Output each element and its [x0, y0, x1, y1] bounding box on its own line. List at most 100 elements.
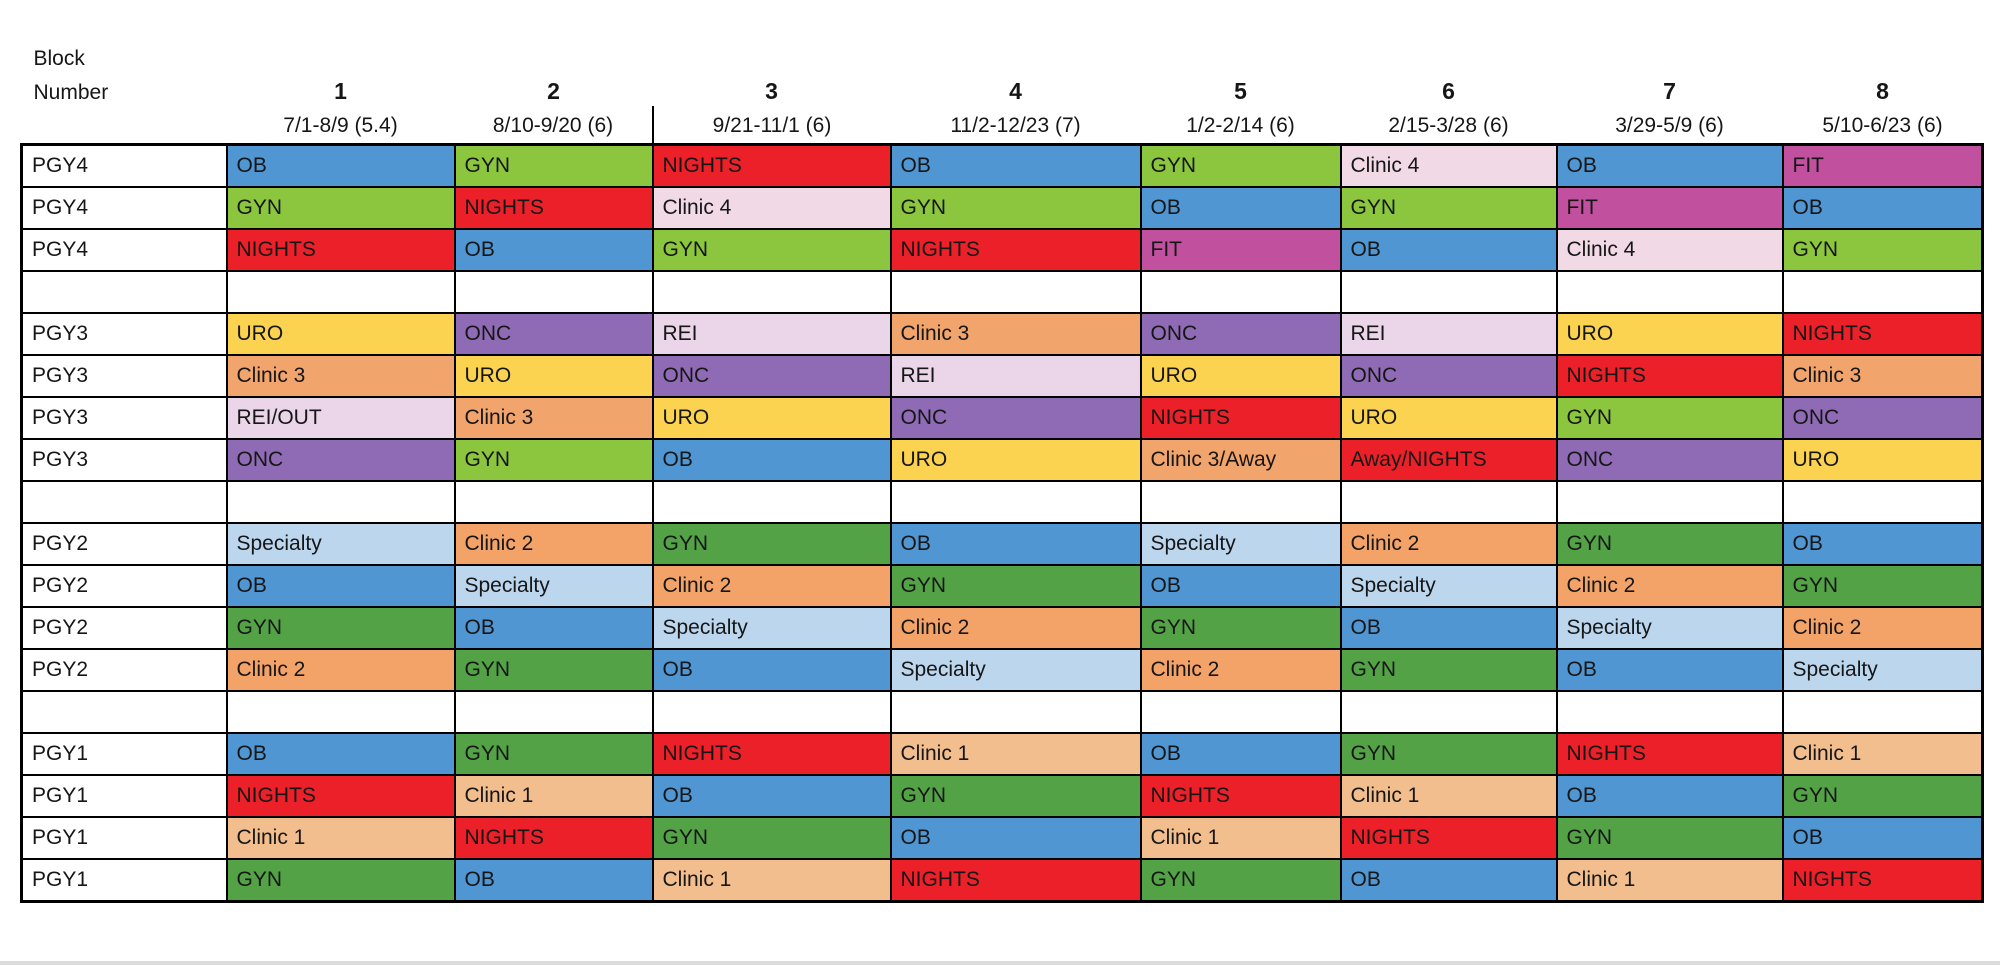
rotation-cell: Specialty [453, 563, 654, 608]
rotation-cell: ONC [1781, 395, 1984, 440]
rotation-cell: NIGHTS [1339, 815, 1558, 860]
rotation-cell: NIGHTS [225, 227, 456, 272]
spacer-row [20, 479, 1984, 524]
rotation-cell: Clinic 1 [1339, 773, 1558, 818]
block-number: 7 [1663, 78, 1676, 104]
rotation-cell: Clinic 2 [225, 647, 456, 692]
rotation-cell: REI [889, 353, 1142, 398]
rotation-cell: OB [889, 815, 1142, 860]
rotation-cell: Clinic 2 [1339, 521, 1558, 566]
header-empty-cell [653, 38, 891, 72]
rotation-cell: GYN [1339, 185, 1558, 230]
pgy-label: PGY1 [20, 731, 228, 776]
rotation-cell: Clinic 2 [1139, 647, 1342, 692]
rotation-cell: URO [1555, 311, 1784, 356]
block-dates: 9/21-11/1 (6) [651, 106, 891, 144]
rotation-cell: REI/OUT [225, 395, 456, 440]
block-number: 1 [334, 78, 347, 104]
block-number: 5 [1234, 78, 1247, 104]
rotation-cell: Clinic 1 [889, 731, 1142, 776]
rotation-cell: GYN [453, 647, 654, 692]
rotation-cell: Specialty [1555, 605, 1784, 650]
rotation-cell: OB [453, 605, 654, 650]
rotation-cell: OB [453, 857, 654, 902]
spacer-cell [1555, 689, 1784, 734]
corner-label-block: Block [33, 47, 85, 70]
rotation-cell: Clinic 1 [1139, 815, 1342, 860]
rotation-cell: ONC [1339, 353, 1558, 398]
rotation-cell: GYN [1139, 143, 1342, 188]
schedule-row: PGY1 GYN OB Clinic 1 NIGHTS GYN OB Clinic 1 NIGH… [20, 857, 1984, 902]
rotation-cell: OB [1781, 815, 1984, 860]
rotation-cell: Specialty [225, 521, 456, 566]
schedule-row: PGY4 NIGHTS OB GYN NIGHTS FIT OB Clinic 4 GYN [20, 227, 1984, 272]
spacer-cell [1339, 269, 1558, 314]
block-schedule-table: Block Number 1 2 3 4 5 6 7 8 7/1-8/9 (5.4) 8/10-9/2… [20, 38, 1984, 903]
spacer-row [20, 269, 1984, 314]
rotation-cell: GYN [1781, 563, 1984, 608]
rotation-cell: ONC [651, 353, 892, 398]
rotation-cell: GYN [453, 731, 654, 776]
spacer-cell [889, 689, 1142, 734]
rotation-cell: Clinic 1 [1781, 731, 1984, 776]
rotation-cell: FIT [1781, 143, 1984, 188]
pgy-label: PGY1 [20, 857, 228, 902]
rotation-cell: Clinic 4 [651, 185, 892, 230]
rotation-cell: OB [1555, 773, 1784, 818]
rotation-cell: ONC [889, 395, 1142, 440]
header-empty-cell [891, 38, 1141, 72]
rotation-cell: Clinic 3 [225, 353, 456, 398]
pgy-label: PGY1 [20, 773, 228, 818]
rotation-cell: NIGHTS [651, 143, 892, 188]
rotation-cell: OB [1339, 857, 1558, 902]
rotation-cell: FIT [1555, 185, 1784, 230]
rotation-cell: ONC [225, 437, 456, 482]
rotation-cell: NIGHTS [1139, 395, 1342, 440]
rotation-cell: ONC [1139, 311, 1342, 356]
header-empty-cell [1341, 38, 1557, 72]
rotation-cell: OB [225, 563, 456, 608]
rotation-cell: Clinic 2 [1555, 563, 1784, 608]
spacer-cell [20, 479, 228, 524]
rotation-cell: Clinic 2 [1781, 605, 1984, 650]
block-number: 8 [1876, 78, 1889, 104]
schedule-row: PGY3 ONC GYN OB URO Clinic 3/Away Away/NIGHTS O… [20, 437, 1984, 482]
spacer-cell [1555, 479, 1784, 524]
rotation-cell: Clinic 3/Away [1139, 437, 1342, 482]
spacer-cell [20, 269, 228, 314]
rotation-cell: GYN [1339, 647, 1558, 692]
rotation-cell: GYN [889, 773, 1142, 818]
schedule-row: PGY4 GYN NIGHTS Clinic 4 GYN OB GYN FIT OB [20, 185, 1984, 230]
rotation-cell: GYN [651, 521, 892, 566]
rotation-cell: ONC [1555, 437, 1784, 482]
spacer-cell [453, 479, 654, 524]
rotation-cell: URO [225, 311, 456, 356]
rotation-cell: Clinic 1 [225, 815, 456, 860]
rotation-cell: OB [225, 143, 456, 188]
rotation-cell: Clinic 1 [1555, 857, 1784, 902]
rotation-cell: GYN [1555, 815, 1784, 860]
spacer-cell [225, 479, 456, 524]
rotation-cell: OB [1139, 731, 1342, 776]
schedule-row: PGY4 OB GYN NIGHTS OB GYN Clinic 4 OB FIT [20, 143, 1984, 188]
page-bottom-edge [0, 961, 2000, 965]
spacer-cell [225, 269, 456, 314]
spacer-cell [225, 689, 456, 734]
spacer-cell [1781, 479, 1984, 524]
rotation-cell: Clinic 3 [889, 311, 1142, 356]
rotation-cell: Clinic 2 [651, 563, 892, 608]
schedule-row: PGY1 Clinic 1 NIGHTS GYN OB Clinic 1 NIGHTS GYN… [20, 815, 1984, 860]
rotation-cell: GYN [225, 857, 456, 902]
rotation-cell: Specialty [1781, 647, 1984, 692]
pgy-label: PGY3 [20, 437, 228, 482]
rotation-cell: NIGHTS [453, 185, 654, 230]
header-empty-cell [22, 106, 227, 144]
rotation-cell: URO [889, 437, 1142, 482]
rotation-cell: URO [1339, 395, 1558, 440]
rotation-cell: Away/NIGHTS [1339, 437, 1558, 482]
rotation-cell: Specialty [1139, 521, 1342, 566]
rotation-cell: NIGHTS [1781, 311, 1984, 356]
rotation-cell: Clinic 3 [1781, 353, 1984, 398]
pgy-label: PGY3 [20, 311, 228, 356]
rotation-cell: GYN [1781, 773, 1984, 818]
